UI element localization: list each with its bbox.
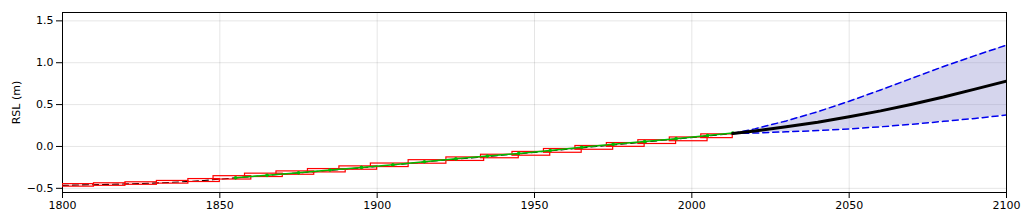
svg-text:1900: 1900 bbox=[363, 199, 391, 212]
svg-text:2050: 2050 bbox=[835, 199, 863, 212]
svg-text:1950: 1950 bbox=[521, 199, 549, 212]
svg-text:1.0: 1.0 bbox=[36, 56, 54, 69]
svg-text:1800: 1800 bbox=[49, 199, 77, 212]
svg-text:RSL (m): RSL (m) bbox=[10, 81, 23, 125]
svg-text:0.0: 0.0 bbox=[36, 140, 54, 153]
svg-text:2100: 2100 bbox=[993, 199, 1021, 212]
svg-text:2000: 2000 bbox=[678, 199, 706, 212]
svg-text:1850: 1850 bbox=[206, 199, 234, 212]
svg-text:−0.5: −0.5 bbox=[27, 182, 54, 195]
svg-text:0.5: 0.5 bbox=[36, 98, 54, 111]
svg-text:1.5: 1.5 bbox=[36, 14, 54, 27]
